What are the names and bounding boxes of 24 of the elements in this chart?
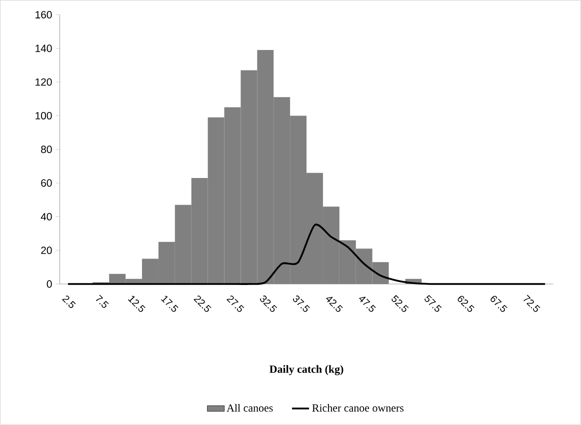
y-tick-label: 80 [41,146,52,154]
y-tick-label: 0 [46,280,52,288]
x-tick-label: 62.5 [458,296,474,312]
y-tick-label: 20 [41,246,52,254]
x-tick-label: 12.5 [128,296,146,312]
x-tick-label: 47.5 [359,296,376,312]
x-tick-label: 67.5 [490,296,508,312]
x-tick-label: 22.5 [194,296,212,312]
x-tick-label: 17.5 [160,296,178,312]
y-tick-label: 140 [36,44,52,52]
legend-label: All canoes [226,404,273,412]
x-tick-label: 37.5 [292,296,310,312]
x-tick-label: 42.5 [326,296,343,312]
y-tick-label: 160 [36,11,52,19]
y-tick-label: 120 [36,78,52,86]
y-tick-label: 60 [41,179,52,187]
y-tick-label: 40 [40,213,52,220]
legend-label: Richer canoe owners [312,404,404,412]
x-tick-label: 7.5 [96,294,109,308]
x-tick-label: 32.5 [260,296,278,312]
y-tick-label: 100 [36,112,52,120]
x-tick-label: 2.5 [62,296,76,308]
x-tick-label: 27.5 [226,296,244,312]
x-axis-title: Daily catch (kg) [270,365,344,376]
